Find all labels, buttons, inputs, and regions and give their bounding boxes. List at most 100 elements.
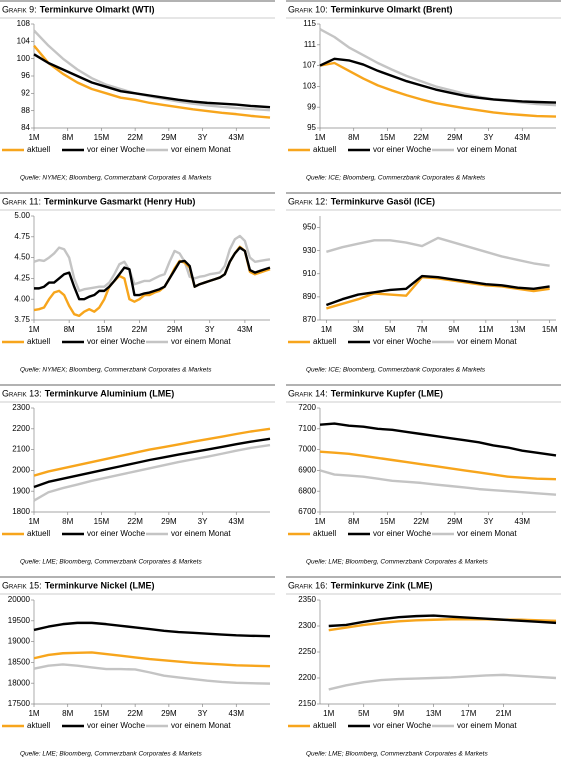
legend-label: vor einem Monat [457, 337, 517, 346]
y-tick-label: 870 [303, 315, 317, 324]
x-tick-label: 3Y [198, 709, 208, 718]
series-line [319, 28, 557, 107]
series-line [33, 443, 271, 502]
x-tick-label: 8M [348, 133, 359, 142]
y-tick-label: 2000 [12, 466, 30, 475]
y-tick-label: 100 [17, 54, 31, 63]
figure-label: Grafik 9: [2, 4, 37, 14]
x-tick-label: 1M [28, 133, 39, 142]
y-tick-label: 2250 [298, 647, 316, 656]
y-tick-label: 7000 [298, 445, 316, 454]
y-tick-label: 4.50 [14, 253, 30, 262]
x-tick-label: 1M [323, 709, 334, 718]
x-tick-label: 29M [167, 325, 183, 334]
x-tick-label: 13M [426, 709, 442, 718]
legend-label: vor einer Woche [373, 721, 432, 730]
legend-label: vor einer Woche [373, 529, 432, 538]
figure-label: Grafik 12: [288, 196, 328, 206]
y-tick-label: 6800 [298, 486, 316, 495]
legend-label: aktuell [313, 145, 336, 154]
y-tick-label: 1900 [12, 486, 30, 495]
y-tick-label: 104 [17, 36, 31, 45]
x-tick-label: 8M [64, 325, 75, 334]
figure-label: Grafik 15: [2, 580, 42, 590]
series-line [33, 44, 271, 119]
x-tick-label: 3M [353, 325, 364, 334]
series-line [328, 673, 557, 691]
y-tick-label: 2300 [12, 403, 30, 412]
series-line [319, 422, 557, 457]
legend-label: aktuell [313, 529, 336, 538]
x-tick-label: 43M [229, 517, 245, 526]
y-tick-label: 19500 [8, 616, 31, 625]
chart-title: Terminkurve Kupfer (LME) [331, 388, 443, 398]
x-tick-label: 22M [413, 133, 429, 142]
legend-label: aktuell [27, 145, 50, 154]
series-line [33, 29, 271, 112]
source-note: Quelle: ICE; Bloomberg, Commerzbank Corp… [306, 367, 486, 374]
series-line [33, 621, 271, 638]
chart-title: Terminkurve Aluminium (LME) [45, 388, 175, 398]
x-tick-label: 15M [542, 325, 558, 334]
x-tick-label: 8M [62, 517, 73, 526]
y-tick-label: 99 [307, 102, 316, 111]
y-tick-label: 6700 [298, 507, 316, 516]
figure-label: Grafik 10: [288, 4, 328, 14]
source-note: Quelle: NYMEX; Bloomberg, Commerzbank Co… [20, 367, 212, 374]
source-note: Quelle: LME; Bloomberg, Commerzbank Corp… [306, 751, 488, 758]
chart-title: Terminkurve Zink (LME) [331, 580, 433, 590]
x-tick-label: 1M [321, 325, 332, 334]
y-tick-label: 20000 [8, 595, 31, 604]
x-tick-label: 7M [416, 325, 427, 334]
x-tick-label: 9M [393, 709, 404, 718]
series-line [33, 427, 271, 477]
x-tick-label: 21M [496, 709, 512, 718]
y-tick-label: 111 [304, 40, 317, 49]
source-note: Quelle: LME; Bloomberg, Commerzbank Corp… [306, 559, 488, 566]
panel: Grafik 9: Terminkurve Olmarkt (WTI) 84 88 92… [0, 0, 275, 182]
series-line [33, 651, 271, 668]
chart-title: Terminkurve Nickel (LME) [45, 580, 155, 590]
panel: Grafik 10: Terminkurve Olmarkt (Brent) 95 9… [286, 0, 561, 182]
y-tick-label: 950 [303, 223, 317, 232]
panel: Grafik 11: Terminkurve Gasmarkt (Henry Hu… [0, 192, 275, 374]
y-tick-label: 88 [21, 106, 30, 115]
x-tick-label: 15M [380, 133, 396, 142]
x-tick-label: 5M [385, 325, 396, 334]
x-tick-label: 13M [510, 325, 526, 334]
y-tick-label: 7200 [298, 403, 316, 412]
y-tick-label: 103 [303, 82, 317, 91]
y-tick-label: 890 [303, 292, 317, 301]
series-line [319, 450, 557, 481]
x-tick-label: 9M [448, 325, 459, 334]
x-tick-label: 22M [132, 325, 148, 334]
figure-label: Grafik 11: [2, 196, 41, 206]
series-line [319, 61, 557, 118]
x-tick-label: 1M [28, 709, 39, 718]
x-tick-label: 22M [127, 709, 143, 718]
legend-label: aktuell [313, 337, 336, 346]
y-tick-label: 7100 [298, 424, 316, 433]
legend-label: vor einem Monat [171, 721, 231, 730]
y-tick-label: 4.25 [14, 274, 30, 283]
series-line [319, 469, 557, 496]
x-tick-label: 22M [127, 133, 143, 142]
figure-label: Grafik 16: [288, 580, 328, 590]
x-tick-label: 29M [161, 517, 177, 526]
y-tick-label: 17500 [8, 699, 31, 708]
y-tick-label: 2350 [298, 595, 316, 604]
figure-label: Grafik 13: [2, 388, 42, 398]
y-tick-label: 19000 [8, 637, 31, 646]
x-tick-label: 1M [314, 517, 325, 526]
legend-label: vor einer Woche [87, 145, 146, 154]
x-tick-label: 5M [358, 709, 369, 718]
y-tick-label: 95 [307, 123, 316, 132]
y-tick-label: 2200 [12, 424, 30, 433]
series-line [34, 246, 271, 301]
y-tick-label: 92 [21, 88, 30, 97]
legend-label: vor einem Monat [171, 145, 231, 154]
x-tick-label: 43M [237, 325, 253, 334]
x-tick-label: 15M [94, 517, 110, 526]
x-tick-label: 29M [447, 517, 463, 526]
